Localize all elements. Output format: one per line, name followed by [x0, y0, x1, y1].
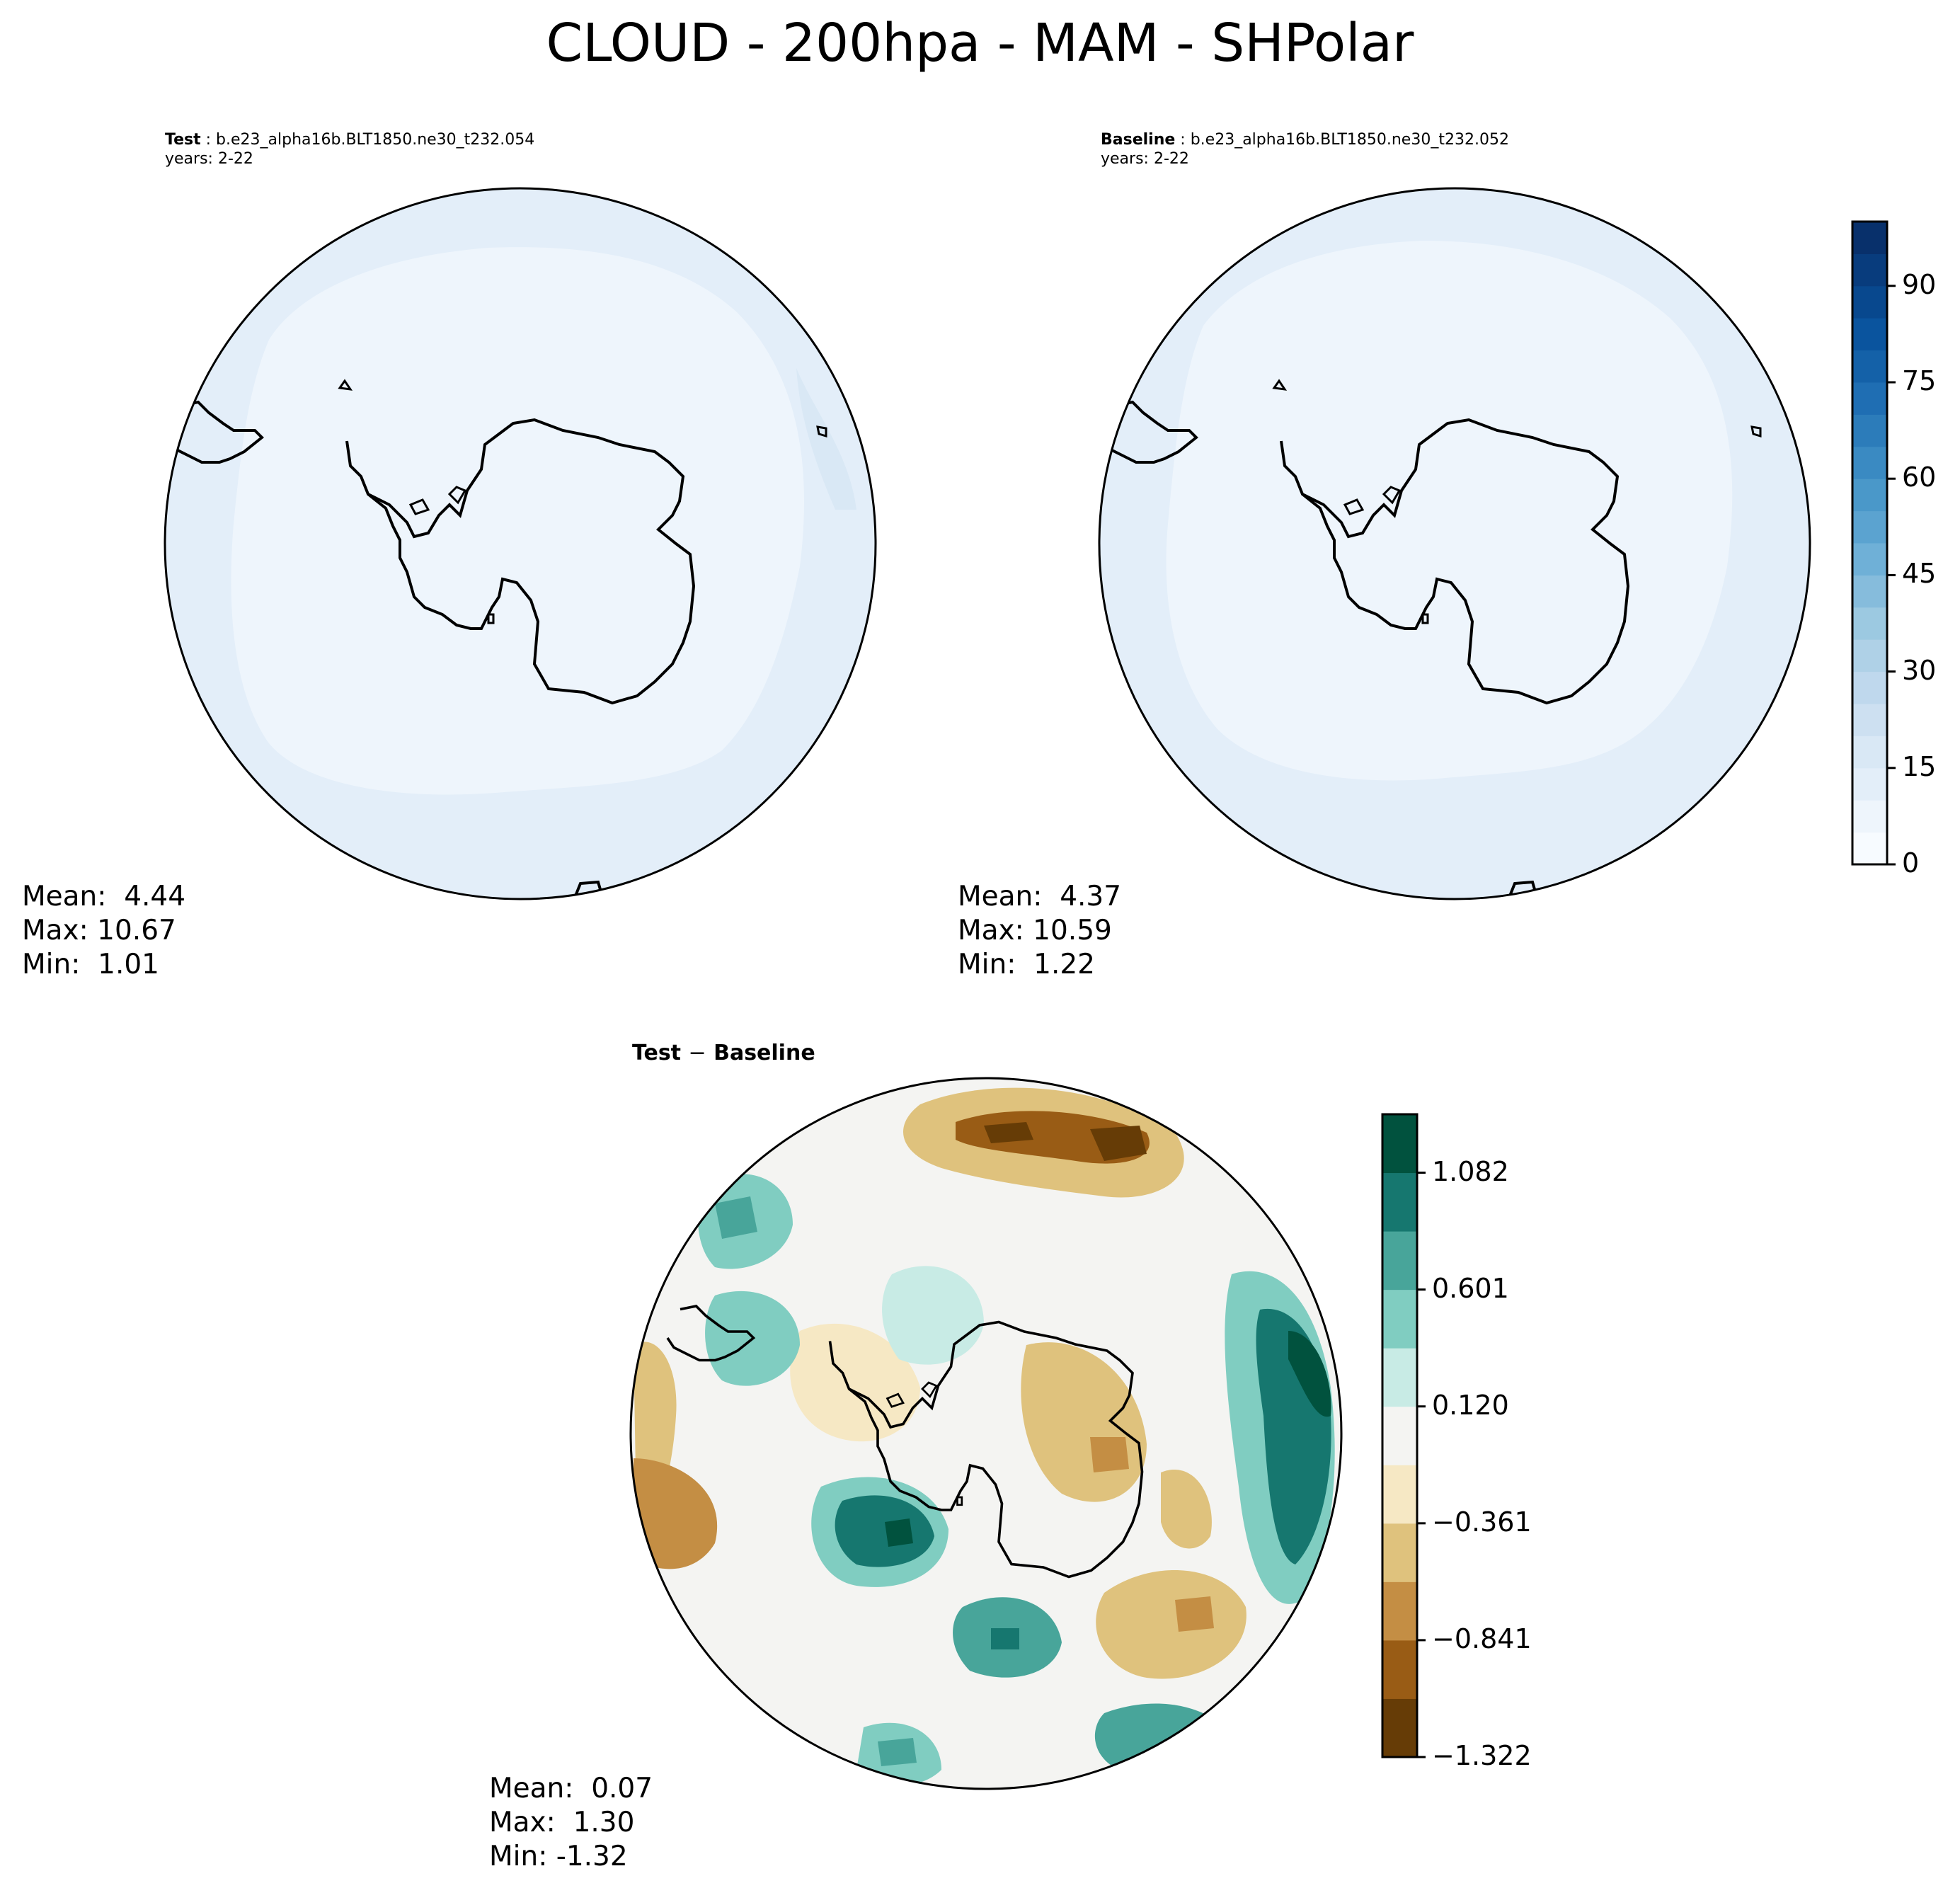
main-colorbar-segment	[1852, 832, 1887, 865]
baseline-min: 1.22	[1033, 949, 1095, 980]
baseline-max: 10.59	[1033, 915, 1112, 946]
main-colorbar-tick-label: 15	[1902, 750, 1937, 782]
main-colorbar-segment	[1852, 446, 1887, 479]
diff-colorbar-tick-label: 0.120	[1432, 1389, 1509, 1421]
diff-colorbar-segment	[1382, 1289, 1417, 1349]
main-colorbar-frame	[1851, 220, 1889, 866]
baseline-stats: Mean: 4.37 Max: 10.59 Min: 1.22	[958, 881, 1122, 980]
main-colorbar-tick-label: 45	[1902, 558, 1937, 590]
diff-min: -1.32	[556, 1841, 628, 1872]
main-colorbar-segment	[1852, 736, 1887, 769]
main-colorbar-segment	[1852, 639, 1887, 673]
main-colorbar-segment	[1852, 350, 1887, 383]
diff-colorbar-tick-label: −0.361	[1432, 1506, 1532, 1538]
diff-colorbar-tick-label: 0.601	[1432, 1272, 1509, 1304]
test-panel-title: Test : b.e23_alpha16b.BLT1850.ne30_t232.…	[165, 131, 535, 168]
diff-panel-title: Test − Baseline	[632, 1041, 815, 1065]
main-colorbar-segment	[1852, 607, 1887, 640]
baseline-case-name: b.e23_alpha16b.BLT1850.ne30_t232.052	[1190, 131, 1509, 149]
baseline-mean: 4.37	[1060, 881, 1122, 912]
diff-stats: Mean: 0.07 Max: 1.30 Min: -1.32	[489, 1773, 653, 1872]
diff-title-baseline: Baseline	[713, 1041, 815, 1065]
main-colorbar-segment	[1852, 543, 1887, 576]
test-years: years: 2-22	[165, 150, 253, 168]
diff-colorbar-segment	[1382, 1581, 1417, 1641]
diff-map	[629, 1077, 1343, 1790]
baseline-label: Baseline	[1101, 131, 1176, 149]
main-colorbar-tick-label: 90	[1902, 268, 1937, 300]
main-colorbar-segment	[1852, 704, 1887, 736]
main-colorbar-segment	[1852, 479, 1887, 512]
test-label: Test	[165, 131, 201, 149]
main-colorbar-tick-label: 30	[1902, 654, 1937, 686]
diff-colorbar-tick-label: −1.322	[1432, 1740, 1532, 1771]
diff-colorbar-segment	[1382, 1172, 1417, 1232]
figure-title: CLOUD - 200hpa - MAM - SHPolar	[546, 13, 1414, 74]
diff-mean: 0.07	[591, 1773, 653, 1804]
diff-colorbar	[1381, 1113, 1426, 1758]
test-map	[164, 187, 877, 900]
diff-colorbar-segment	[1382, 1523, 1417, 1582]
diff-max: 1.30	[573, 1807, 635, 1838]
baseline-years: years: 2-22	[1101, 150, 1189, 168]
main-colorbar-segment	[1852, 414, 1887, 447]
main-colorbar-segment	[1852, 318, 1887, 351]
test-mean: 4.44	[124, 881, 186, 912]
diff-colorbar-segment	[1382, 1640, 1417, 1699]
diff-colorbar-segment	[1382, 1348, 1417, 1407]
diff-title-minus: −	[688, 1041, 706, 1065]
diff-colorbar-frame	[1381, 1113, 1419, 1758]
main-colorbar-tick-label: 75	[1902, 365, 1937, 396]
main-colorbar-segment	[1852, 285, 1887, 319]
test-min: 1.01	[98, 949, 159, 980]
diff-colorbar-tick-label: 1.082	[1432, 1155, 1509, 1187]
main-colorbar-segment	[1852, 800, 1887, 833]
diff-colorbar-segment	[1382, 1114, 1417, 1174]
main-colorbar-segment	[1852, 222, 1887, 254]
diff-colorbar-segment	[1382, 1465, 1417, 1524]
main-colorbar-segment	[1852, 382, 1887, 415]
diff-colorbar-segment	[1382, 1406, 1417, 1465]
diff-colorbar-segment	[1382, 1231, 1417, 1291]
main-colorbar-segment	[1852, 575, 1887, 608]
main-colorbar-segment	[1852, 671, 1887, 704]
test-stats: Mean: 4.44 Max: 10.67 Min: 1.01	[22, 881, 186, 980]
baseline-panel-title: Baseline : b.e23_alpha16b.BLT1850.ne30_t…	[1101, 131, 1509, 168]
diff-colorbar-tick-label: −0.841	[1432, 1623, 1532, 1654]
test-max: 10.67	[97, 915, 176, 946]
test-case-name: b.e23_alpha16b.BLT1850.ne30_t232.054	[216, 131, 535, 149]
main-colorbar	[1851, 220, 1896, 866]
main-colorbar-segment	[1852, 510, 1887, 544]
main-colorbar-tick-label: 0	[1902, 847, 1920, 879]
baseline-map	[1098, 187, 1811, 900]
main-colorbar-segment	[1852, 767, 1887, 801]
main-colorbar-segment	[1852, 253, 1887, 287]
diff-title-test: Test	[632, 1041, 682, 1065]
diff-colorbar-segment	[1382, 1698, 1417, 1758]
main-colorbar-tick-label: 60	[1902, 462, 1937, 493]
